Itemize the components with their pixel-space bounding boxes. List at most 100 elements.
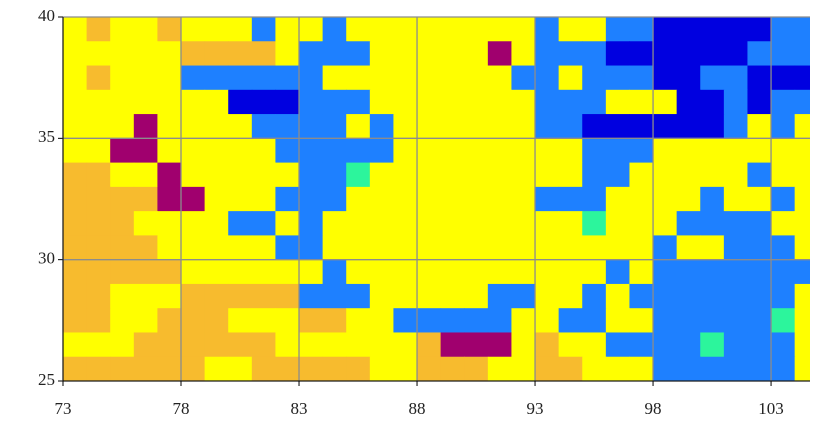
cell — [86, 332, 111, 358]
cell — [63, 259, 88, 285]
cell — [771, 114, 796, 139]
cell — [676, 356, 701, 381]
cell — [747, 186, 772, 212]
cell — [157, 114, 182, 139]
cell — [653, 356, 678, 381]
cell — [251, 41, 276, 67]
cell — [464, 259, 489, 285]
cell — [440, 65, 465, 91]
cell — [228, 114, 253, 139]
cell — [322, 283, 347, 309]
cell — [605, 17, 630, 42]
cell — [181, 41, 206, 67]
cell — [346, 356, 371, 381]
cell — [440, 17, 465, 42]
cell — [110, 41, 135, 67]
cell — [747, 162, 772, 188]
cell — [582, 356, 607, 381]
cell — [511, 89, 536, 115]
cell — [605, 356, 630, 381]
cell — [417, 308, 442, 333]
cell — [723, 114, 748, 139]
cell — [511, 138, 536, 164]
cell — [228, 89, 253, 115]
cell — [204, 259, 229, 285]
cell — [794, 283, 810, 309]
cell — [299, 283, 324, 309]
cell — [747, 17, 772, 42]
cell — [157, 138, 182, 164]
cell — [676, 114, 701, 139]
cell — [771, 283, 796, 309]
cell — [63, 138, 88, 164]
cell — [393, 211, 418, 236]
cell — [464, 332, 489, 358]
cell — [676, 162, 701, 188]
raster — [63, 17, 810, 381]
cell — [511, 17, 536, 42]
cell — [794, 41, 810, 67]
cell — [251, 332, 276, 358]
cell — [181, 211, 206, 236]
cell — [558, 235, 583, 261]
cell — [251, 17, 276, 42]
cell — [204, 211, 229, 236]
cell — [299, 89, 324, 115]
cell — [794, 235, 810, 261]
cell — [346, 162, 371, 188]
cell — [629, 65, 654, 91]
cell — [440, 89, 465, 115]
cell — [605, 332, 630, 358]
cell — [558, 65, 583, 91]
cell — [771, 17, 796, 42]
cell — [535, 283, 560, 309]
cell — [676, 211, 701, 236]
cell — [417, 186, 442, 212]
cell — [393, 235, 418, 261]
cell — [110, 186, 135, 212]
cell — [204, 162, 229, 188]
cell — [535, 259, 560, 285]
cell — [535, 162, 560, 188]
cell — [723, 17, 748, 42]
cell — [629, 41, 654, 67]
cell — [794, 162, 810, 188]
cell — [63, 332, 88, 358]
cell — [723, 283, 748, 309]
cell — [535, 211, 560, 236]
cell — [86, 235, 111, 261]
cell — [535, 114, 560, 139]
cell — [63, 235, 88, 261]
cell — [275, 332, 300, 358]
cell — [228, 162, 253, 188]
cell — [605, 114, 630, 139]
cell — [275, 65, 300, 91]
cell — [700, 235, 725, 261]
cell — [629, 332, 654, 358]
cell — [771, 138, 796, 164]
cell — [228, 186, 253, 212]
cell — [723, 41, 748, 67]
cell — [487, 308, 512, 333]
cell — [369, 308, 394, 333]
cell — [346, 17, 371, 42]
cell — [369, 17, 394, 42]
cell — [511, 114, 536, 139]
cell — [110, 89, 135, 115]
cell — [653, 259, 678, 285]
cell — [487, 17, 512, 42]
cell — [653, 41, 678, 67]
cell — [110, 162, 135, 188]
cell — [723, 235, 748, 261]
cell — [181, 17, 206, 42]
cell — [487, 332, 512, 358]
cell — [369, 114, 394, 139]
cell — [157, 41, 182, 67]
cell — [558, 138, 583, 164]
cell — [676, 186, 701, 212]
cell — [794, 89, 810, 115]
cell — [157, 186, 182, 212]
cell — [558, 283, 583, 309]
cell — [369, 138, 394, 164]
cell — [204, 89, 229, 115]
